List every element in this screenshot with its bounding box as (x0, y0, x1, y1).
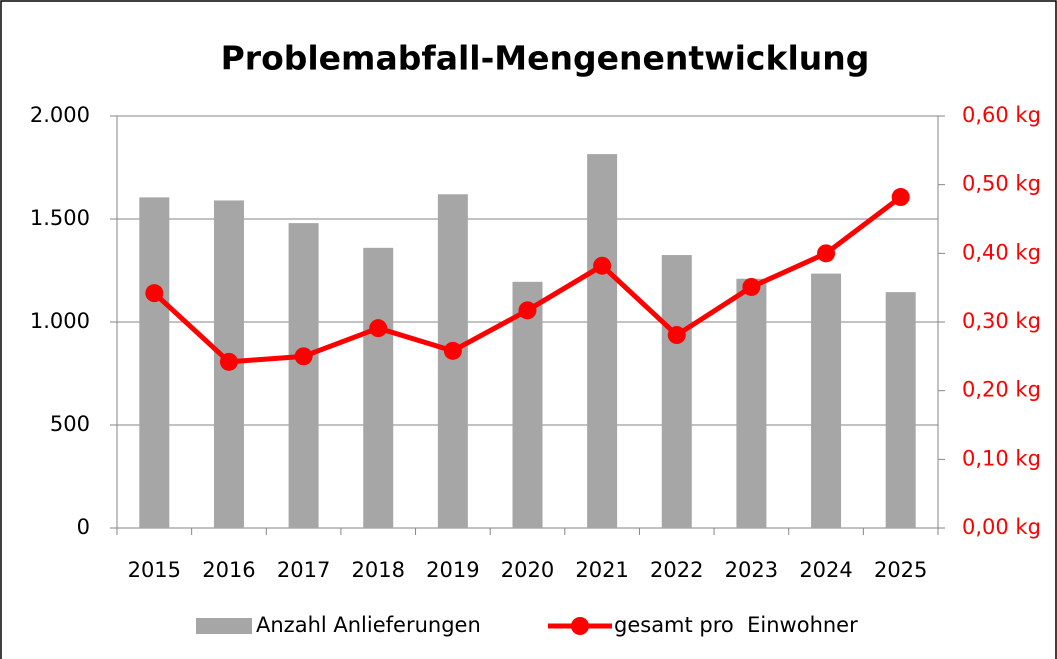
marker (294, 347, 313, 366)
x-tick-label: 2016 (202, 558, 255, 582)
bar (437, 194, 468, 528)
y-tick-label: 2.000 (30, 103, 90, 127)
y2-tick-label: 0,50 kg (962, 172, 1041, 196)
bar (363, 247, 394, 528)
marker (891, 188, 910, 207)
marker (518, 301, 537, 320)
y-tick-label: 500 (50, 412, 90, 436)
bar (512, 281, 543, 528)
x-tick-label: 2022 (650, 558, 703, 582)
x-tick-label: 2019 (426, 558, 479, 582)
marker (667, 326, 686, 345)
bar (811, 273, 842, 528)
y-tick-label: 1.500 (30, 206, 90, 230)
x-tick-label: 2017 (277, 558, 330, 582)
y2-tick-label: 0,20 kg (962, 378, 1041, 402)
x-tick-label: 2025 (874, 558, 927, 582)
bar (661, 255, 692, 529)
legend-label: gesamt pro Einwohner (614, 613, 858, 637)
marker (219, 352, 238, 371)
marker (742, 277, 761, 296)
x-tick-label: 2023 (725, 558, 778, 582)
legend-swatch (196, 618, 252, 634)
chart-title: Problemabfall-Mengenentwicklung (221, 39, 870, 78)
bar (139, 197, 170, 528)
marker (443, 341, 462, 360)
y2-tick-label: 0,40 kg (962, 240, 1041, 264)
y2-tick-label: 0,60 kg (962, 103, 1041, 127)
bar (736, 278, 767, 528)
marker (593, 256, 612, 275)
x-tick-label: 2018 (352, 558, 405, 582)
y-tick-label: 1.000 (30, 309, 90, 333)
x-tick-label: 2024 (799, 558, 852, 582)
bar (587, 154, 618, 529)
x-tick-label: 2021 (575, 558, 628, 582)
marker (817, 244, 836, 263)
legend-marker (571, 617, 589, 635)
x-tick-label: 2020 (501, 558, 554, 582)
y2-tick-label: 0,10 kg (962, 446, 1041, 470)
legend-label: Anzahl Anlieferungen (256, 613, 481, 637)
marker (145, 284, 164, 303)
bar (288, 223, 319, 528)
y-tick-label: 0 (77, 515, 90, 539)
x-tick-label: 2015 (128, 558, 181, 582)
y2-tick-label: 0,00 kg (962, 515, 1041, 539)
bar (885, 292, 916, 528)
marker (369, 319, 388, 338)
y2-tick-label: 0,30 kg (962, 309, 1041, 333)
